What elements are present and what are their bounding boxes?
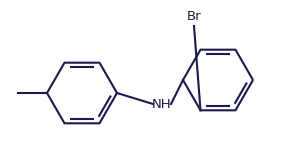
Text: Br: Br: [187, 9, 201, 22]
Text: NH: NH: [152, 98, 172, 111]
